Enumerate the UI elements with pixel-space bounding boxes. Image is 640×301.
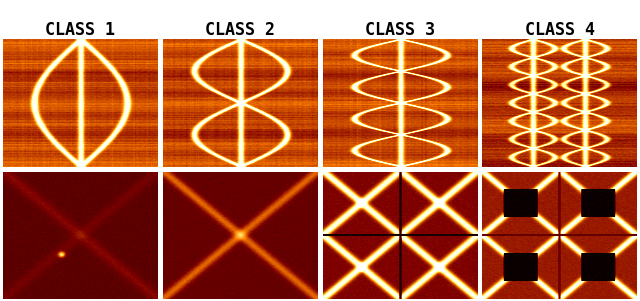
Title: CLASS 2: CLASS 2 xyxy=(205,21,275,39)
Title: CLASS 1: CLASS 1 xyxy=(45,21,115,39)
Title: CLASS 3: CLASS 3 xyxy=(365,21,435,39)
Title: CLASS 4: CLASS 4 xyxy=(525,21,595,39)
